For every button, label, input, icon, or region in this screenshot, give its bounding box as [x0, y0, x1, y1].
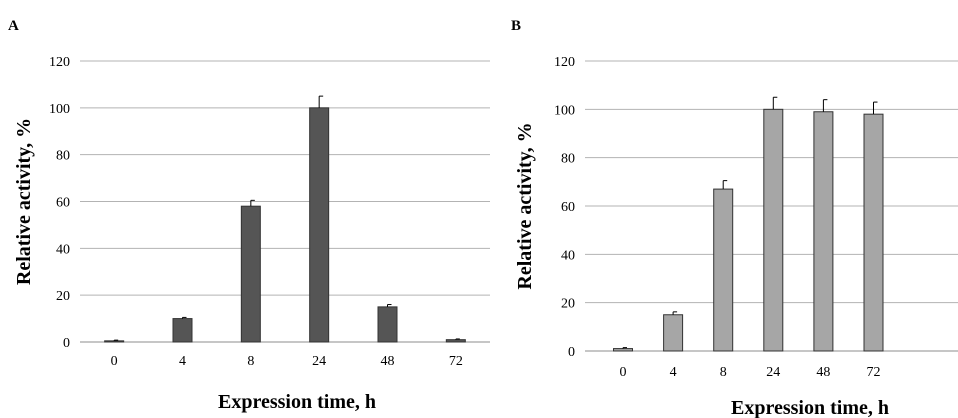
x-tick-label: 24 — [766, 365, 780, 380]
bar — [763, 108, 784, 352]
y-tick-label: 100 — [49, 102, 70, 117]
x-tick-label: 24 — [312, 354, 326, 369]
y-tick-label: 0 — [568, 345, 575, 360]
x-tick-label: 0 — [111, 354, 118, 369]
y-tick-label: 80 — [561, 152, 575, 167]
y-tick-label: 80 — [56, 149, 70, 164]
x-tick-label: 8 — [247, 354, 254, 369]
x-tick-label: 8 — [720, 365, 727, 380]
y-tick-label: 20 — [56, 289, 70, 304]
y-axis-title: Relative activity, % — [13, 118, 35, 285]
y-tick-label: 120 — [554, 55, 575, 70]
x-axis-title: Expression time, h — [218, 391, 376, 413]
y-tick-label: 60 — [56, 196, 70, 211]
x-tick-label: 4 — [179, 354, 186, 369]
panel-label: A — [8, 18, 19, 34]
x-tick-label: 0 — [620, 365, 627, 380]
bar — [172, 318, 193, 343]
x-axis-title: Expression time, h — [731, 397, 889, 418]
y-tick-label: 100 — [554, 103, 575, 118]
bar — [613, 348, 633, 352]
y-tick-label: 0 — [63, 336, 70, 351]
y-axis-title: Relative activity, % — [514, 122, 536, 289]
bar — [813, 111, 834, 352]
bar — [309, 107, 330, 343]
y-tick-label: 40 — [56, 242, 70, 257]
x-tick-label: 48 — [816, 365, 830, 380]
y-tick-label: 40 — [561, 248, 575, 263]
panel-label: B — [511, 18, 521, 34]
bar — [104, 340, 125, 343]
y-tick-label: 120 — [49, 55, 70, 70]
bar — [377, 306, 398, 343]
x-tick-label: 72 — [449, 354, 463, 369]
y-tick-label: 60 — [561, 200, 575, 215]
bar — [713, 188, 734, 352]
bar — [445, 339, 466, 343]
y-tick-label: 20 — [561, 297, 575, 312]
bar — [863, 113, 884, 352]
x-tick-label: 4 — [670, 365, 677, 380]
x-tick-label: 72 — [867, 365, 881, 380]
bar — [663, 314, 684, 352]
bar — [240, 205, 261, 343]
x-tick-label: 48 — [381, 354, 395, 369]
